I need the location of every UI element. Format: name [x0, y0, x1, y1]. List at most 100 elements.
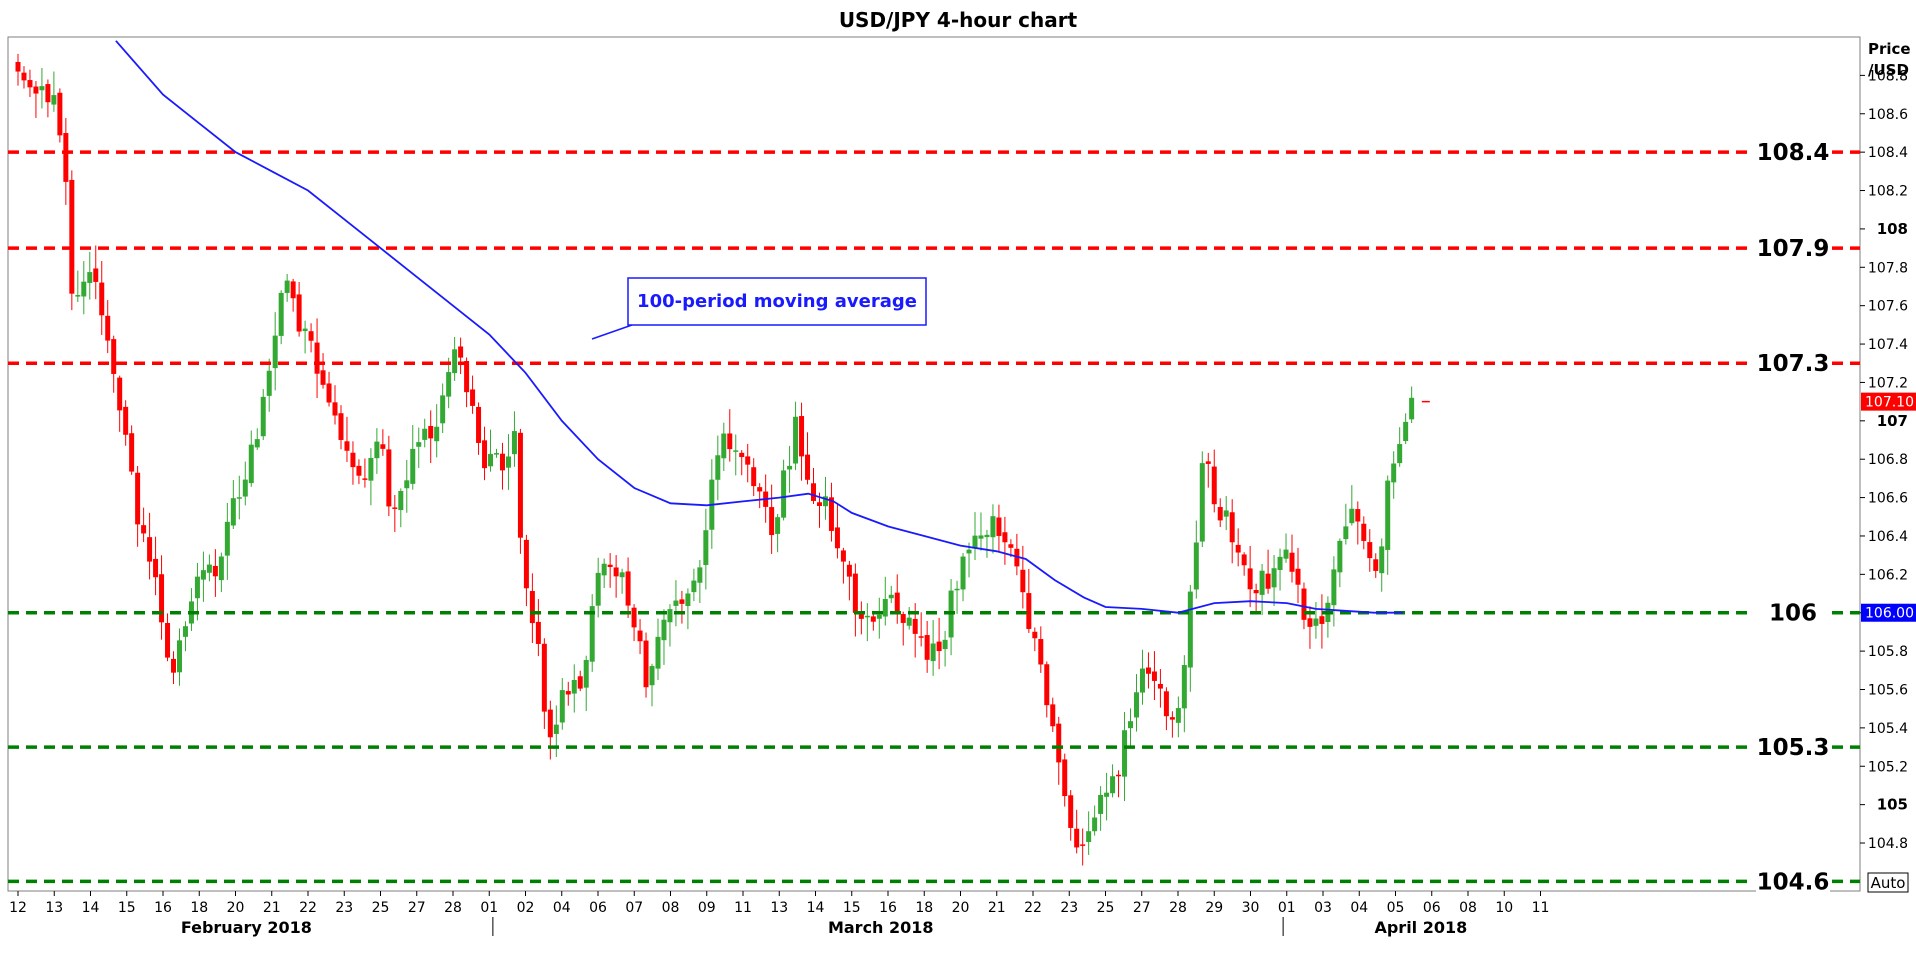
- candle-up: [81, 281, 87, 297]
- candle-up: [1133, 692, 1139, 718]
- candle-down: [482, 440, 488, 469]
- x-tick-label: 04: [553, 900, 571, 916]
- candle-down: [1002, 532, 1008, 543]
- candle-down: [470, 389, 476, 406]
- auto-scale-button-label[interactable]: Auto: [1871, 874, 1906, 892]
- candle-down: [1014, 548, 1020, 567]
- x-tick-label: 25: [1097, 900, 1115, 916]
- y-tick-label: 104.8: [1868, 836, 1908, 852]
- candle-up: [398, 490, 404, 511]
- candle-down: [816, 502, 822, 506]
- auto-scale-button-frame[interactable]: [1867, 872, 1909, 893]
- x-tick-label: 28: [444, 900, 462, 916]
- x-tick-label: 02: [517, 900, 535, 916]
- candle-up: [1098, 794, 1104, 814]
- candle-up: [206, 564, 212, 573]
- candle-up: [882, 599, 888, 617]
- x-tick-label: 21: [263, 900, 281, 916]
- candle-down: [1265, 573, 1271, 589]
- candle-up: [434, 426, 440, 442]
- y-tick-label: 107.4: [1868, 337, 1908, 353]
- candle-up: [488, 453, 494, 467]
- candle-down: [69, 179, 75, 294]
- annotation-box: [627, 277, 927, 326]
- candle-up: [494, 453, 499, 455]
- y-tick-label: 108.8: [1868, 68, 1908, 84]
- candle-down: [153, 558, 159, 578]
- candle-down: [296, 294, 302, 332]
- x-tick-label: 23: [1060, 900, 1078, 916]
- candle-down: [362, 478, 368, 480]
- candle-up: [176, 640, 182, 673]
- x-tick-label: 28: [1169, 900, 1187, 916]
- candle-down: [386, 449, 392, 507]
- candle-down: [1056, 723, 1062, 763]
- candle-up: [930, 643, 936, 662]
- candle-up: [410, 448, 416, 484]
- candle-down: [799, 416, 805, 457]
- candle-down: [171, 658, 177, 673]
- candle-up: [703, 530, 709, 565]
- candle-down: [858, 614, 864, 619]
- x-tick-label: 01: [1278, 900, 1296, 916]
- y-axis-label: Price /USD: [1868, 40, 1916, 79]
- x-tick-label: 18: [915, 900, 933, 916]
- candle-down: [1217, 507, 1223, 521]
- x-tick-label: 27: [408, 900, 426, 916]
- candle-up: [416, 442, 422, 447]
- candle-down: [99, 282, 105, 316]
- level-label-bg: [1756, 350, 1830, 377]
- candle-down: [1038, 639, 1044, 665]
- annotation-text: 100-period moving average: [637, 291, 917, 312]
- candle-up: [876, 614, 882, 619]
- candle-up: [236, 497, 242, 499]
- candle-down: [529, 590, 535, 624]
- candle-down: [751, 467, 757, 487]
- x-tick-label: 21: [988, 900, 1006, 916]
- candle-down: [1062, 759, 1068, 797]
- candle-up: [733, 450, 739, 452]
- candle-down: [1008, 544, 1014, 548]
- candle-down: [129, 433, 135, 472]
- x-tick-label: 12: [9, 900, 27, 916]
- candle-up: [1193, 542, 1199, 590]
- x-tick-label: 14: [807, 900, 825, 916]
- candle-down: [1307, 618, 1313, 627]
- auto-scale-button[interactable]: Auto: [1867, 872, 1909, 893]
- candle-down: [1355, 509, 1361, 522]
- x-tick-label: 15: [843, 900, 861, 916]
- candle-up: [595, 572, 601, 606]
- y-tick-label: 107.8: [1868, 260, 1908, 276]
- candle-up: [446, 372, 452, 397]
- candle-down: [1169, 717, 1175, 720]
- annotation-pointer: [591, 324, 633, 340]
- candle-down: [1116, 774, 1122, 777]
- y-tick-label: 105.6: [1868, 682, 1908, 698]
- price-tag: [1861, 392, 1916, 411]
- candle-down: [547, 709, 553, 738]
- candle-up: [194, 576, 200, 599]
- candle-up: [242, 479, 248, 497]
- candle-up: [667, 609, 673, 623]
- candle-down: [111, 339, 117, 374]
- candle-down: [1050, 704, 1056, 727]
- candle-down: [846, 564, 852, 577]
- x-tick-label: 18: [190, 900, 208, 916]
- candle-down: [577, 676, 583, 689]
- candle-down: [1157, 683, 1163, 689]
- x-tick-label: 14: [82, 900, 100, 916]
- candle-up: [272, 335, 278, 369]
- moving-average-series: [115, 40, 1403, 614]
- x-tick-label: 23: [335, 900, 353, 916]
- candle-down: [1074, 828, 1080, 848]
- candle-down: [607, 564, 613, 567]
- candle-down: [1026, 593, 1032, 629]
- candle-down: [1068, 795, 1074, 828]
- candle-down: [924, 635, 930, 660]
- candle-down: [757, 487, 763, 492]
- candle-up: [452, 349, 458, 374]
- candle-down: [1229, 512, 1235, 543]
- candle-down: [769, 507, 775, 536]
- candle-up: [942, 639, 948, 650]
- candle-down: [428, 425, 434, 439]
